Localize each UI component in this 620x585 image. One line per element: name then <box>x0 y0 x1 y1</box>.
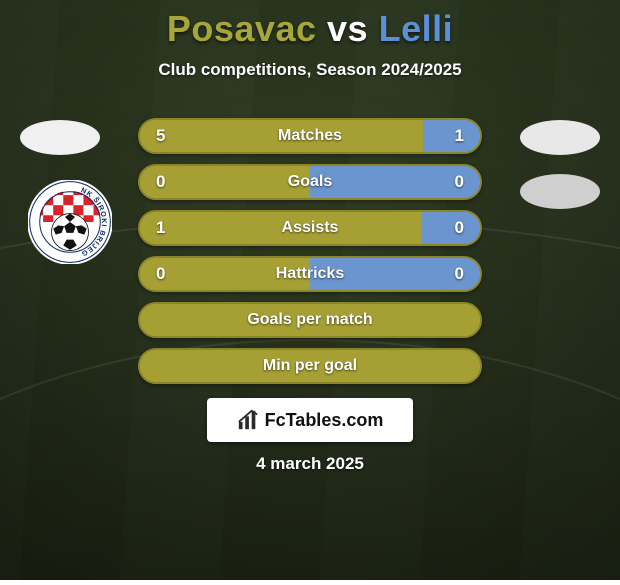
stat-row: Goals 0 0 <box>138 164 482 200</box>
stat-label: Goals per match <box>247 311 372 329</box>
stat-label: Matches <box>278 127 342 145</box>
date-label: 4 march 2025 <box>0 454 620 474</box>
brand-badge: FcTables.com <box>207 398 413 442</box>
stat-row: Hattricks 0 0 <box>138 256 482 292</box>
title-right: Lelli <box>379 8 454 49</box>
stat-bars: Matches51Goals00Assists10Hattricks00Goal… <box>138 118 482 394</box>
player-emblem-right-2 <box>520 174 600 209</box>
stat-bar-right <box>422 212 480 244</box>
player-emblem-right-1 <box>520 120 600 155</box>
subtitle: Club competitions, Season 2024/2025 <box>0 60 620 80</box>
player-emblem-left <box>20 120 100 155</box>
stat-value-left: 0 <box>156 264 165 284</box>
page-title: Posavac vs Lelli <box>0 0 620 50</box>
stat-value-right: 1 <box>455 126 464 146</box>
stat-value-right: 0 <box>455 172 464 192</box>
stat-row: Goals per match <box>138 302 482 338</box>
stat-label: Assists <box>282 219 339 237</box>
stat-label: Hattricks <box>276 265 344 283</box>
club-badge: NK ŠIROKI BRIJEG <box>28 180 112 264</box>
stat-label: Goals <box>288 173 332 191</box>
title-left: Posavac <box>167 8 317 49</box>
stat-value-right: 0 <box>455 218 464 238</box>
stat-row: Assists 1 0 <box>138 210 482 246</box>
stat-row: Matches 5 1 <box>138 118 482 154</box>
stat-value-left: 5 <box>156 126 165 146</box>
stat-bar-left <box>140 166 310 198</box>
stat-value-left: 1 <box>156 218 165 238</box>
stat-row: Min per goal <box>138 348 482 384</box>
title-vs: vs <box>327 8 368 49</box>
brand-text: FcTables.com <box>265 410 384 431</box>
brand-chart-icon <box>237 409 259 431</box>
stat-label: Min per goal <box>263 357 357 375</box>
stat-value-left: 0 <box>156 172 165 192</box>
stat-value-right: 0 <box>455 264 464 284</box>
stat-bar-right <box>423 120 480 152</box>
